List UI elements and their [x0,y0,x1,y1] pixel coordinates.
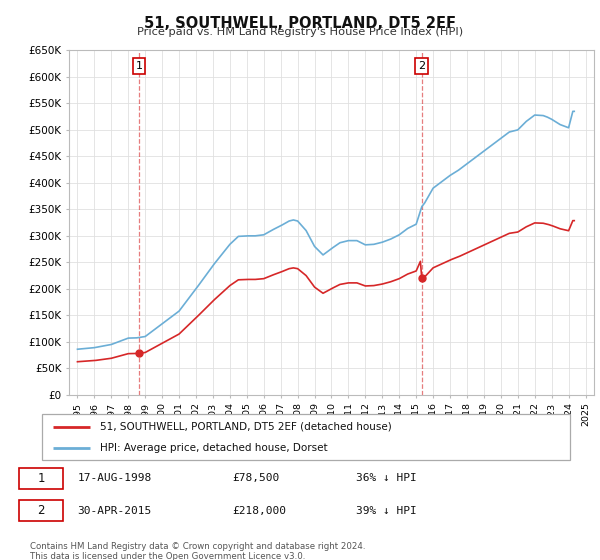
Text: 2: 2 [37,504,45,517]
Text: 39% ↓ HPI: 39% ↓ HPI [356,506,417,516]
Text: 1: 1 [37,472,45,485]
Text: Contains HM Land Registry data © Crown copyright and database right 2024.
This d: Contains HM Land Registry data © Crown c… [30,542,365,560]
Text: Price paid vs. HM Land Registry's House Price Index (HPI): Price paid vs. HM Land Registry's House … [137,27,463,37]
Text: 36% ↓ HPI: 36% ↓ HPI [356,473,417,483]
Text: 17-AUG-1998: 17-AUG-1998 [77,473,151,483]
Text: £78,500: £78,500 [232,473,280,483]
Text: 1: 1 [136,61,142,71]
FancyBboxPatch shape [19,468,63,489]
Text: 51, SOUTHWELL, PORTLAND, DT5 2EF (detached house): 51, SOUTHWELL, PORTLAND, DT5 2EF (detach… [100,422,392,432]
Text: 30-APR-2015: 30-APR-2015 [77,506,151,516]
Text: 51, SOUTHWELL, PORTLAND, DT5 2EF: 51, SOUTHWELL, PORTLAND, DT5 2EF [144,16,456,31]
Text: £218,000: £218,000 [232,506,286,516]
Text: 2: 2 [418,61,425,71]
FancyBboxPatch shape [19,500,63,521]
Text: HPI: Average price, detached house, Dorset: HPI: Average price, detached house, Dors… [100,443,328,453]
